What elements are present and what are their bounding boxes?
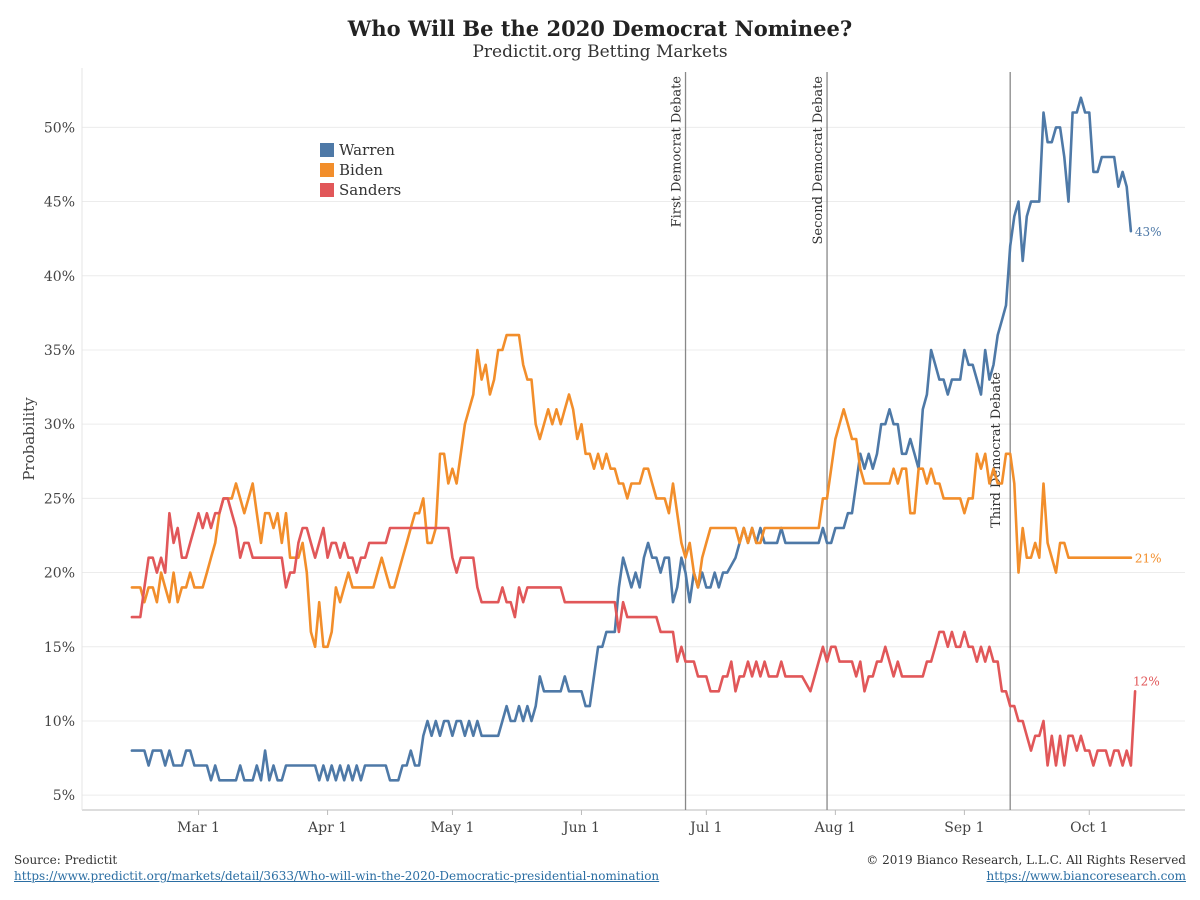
x-tick-label: Apr 1 (307, 820, 347, 836)
legend-swatch (320, 143, 334, 157)
x-tick-label: Jul 1 (688, 820, 722, 836)
site-link[interactable]: https://www.biancoresearch.com (986, 869, 1186, 883)
legend-swatch (320, 163, 334, 177)
x-tick-label: Jun 1 (561, 820, 600, 836)
y-tick-label: 15% (44, 640, 75, 656)
source-label: Source: Predictit (14, 853, 118, 867)
end-value-label: 12% (1133, 674, 1160, 688)
legend-label: Warren (339, 141, 395, 159)
end-value-label: 21% (1135, 552, 1162, 566)
copyright-note: © 2019 Bianco Research, L.L.C. All Right… (866, 852, 1186, 884)
y-tick-label: 5% (53, 788, 75, 804)
y-tick-label: 20% (44, 566, 75, 582)
x-tick-label: Aug 1 (814, 820, 856, 836)
chart-title: Who Will Be the 2020 Democrat Nominee? (347, 16, 853, 41)
y-tick-label: 30% (44, 417, 75, 433)
legend-swatch (320, 183, 334, 197)
x-tick-label: Oct 1 (1070, 820, 1108, 836)
y-axis-label: Probability (20, 397, 38, 481)
x-tick-label: Mar 1 (177, 820, 220, 836)
y-tick-label: 45% (44, 195, 75, 211)
x-tick-label: Sep 1 (944, 820, 984, 836)
series-line-warren (130, 96, 1133, 782)
x-tick-label: May 1 (430, 820, 474, 836)
copyright-text: © 2019 Bianco Research, L.L.C. All Right… (866, 853, 1186, 867)
end-value-label: 43% (1135, 225, 1162, 239)
y-tick-label: 35% (44, 343, 75, 359)
debate-label: Third Democrat Debate (989, 372, 1004, 528)
y-tick-label: 10% (44, 714, 75, 730)
legend-label: Biden (339, 161, 383, 179)
series-lines: 43% 21% 12% (130, 96, 1162, 782)
y-tick-label: 50% (44, 120, 75, 136)
legend-label: Sanders (339, 181, 401, 199)
debate-label: Second Democrat Debate (811, 76, 826, 245)
source-link[interactable]: https://www.predictit.org/markets/detail… (14, 869, 660, 883)
series-line-sanders (130, 497, 1137, 767)
y-tick-label: 40% (44, 269, 75, 285)
legend: Warren Biden Sanders (320, 141, 401, 199)
series-line-biden (130, 333, 1133, 649)
y-tick-label: 25% (44, 491, 75, 507)
debate-label: First Democrat Debate (670, 76, 685, 228)
chart-subtitle: Predictit.org Betting Markets (472, 42, 728, 62)
source-note: Source: Predictit https://www.predictit.… (14, 852, 659, 884)
axes: 5% 10% 15% 20% 25% 30% 35% 40% 45% 50% Mar 1 Apr 1 M… (20, 68, 1185, 836)
debate-annotations: First Democrat Debate Second Democrat Deb… (670, 72, 1011, 810)
gridlines (82, 126, 1185, 796)
